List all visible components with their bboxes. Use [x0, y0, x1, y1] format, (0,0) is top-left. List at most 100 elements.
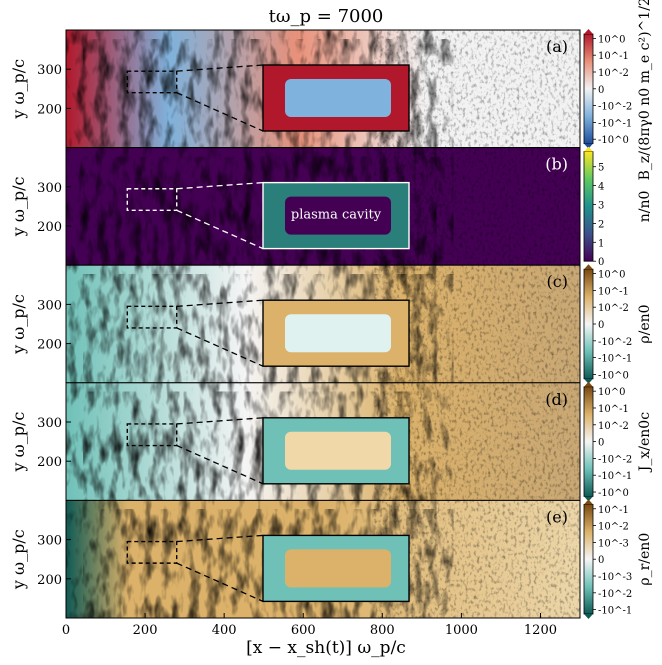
x-tick-label: 200 [133, 623, 158, 638]
zoom-connector-line [176, 444, 264, 485]
zoom-connector-line [176, 209, 264, 250]
colorbar-tick-label: 10^-1 [598, 51, 629, 62]
inset-frame [262, 534, 410, 603]
x-tick-label: 400 [212, 623, 237, 638]
colorbar [583, 151, 594, 262]
colorbar-tick-label: -10^0 [598, 488, 629, 499]
colorbar-tick-label: -10^0 [598, 135, 629, 146]
zoom-region-box [126, 305, 178, 329]
y-tick-label: 200 [37, 573, 62, 588]
colorbar [583, 33, 594, 144]
colorbar [583, 503, 594, 615]
figure-title: tω_p = 7000 [269, 6, 384, 27]
colorbar-tick-label: 4 [598, 182, 604, 193]
inset-cavity [285, 196, 391, 235]
x-axis: 0 200 400 600 800 1000 1200 [62, 613, 557, 638]
y-axis-label: y ω_p/c [9, 412, 28, 473]
colorbar-tick-label: 0 [598, 85, 604, 96]
inset-cavity [285, 431, 391, 470]
x-tick-label: 800 [370, 623, 395, 638]
inset-cavity [285, 314, 391, 353]
y-tick-label: 300 [37, 63, 62, 78]
colorbar-tick-label: -10^-3 [598, 572, 632, 583]
colorbar [583, 386, 594, 497]
y-tick-label: 200 [37, 338, 62, 353]
zoom-inset: plasma cavity [262, 181, 410, 250]
panel-d: (d) 300 200 y ω_p/c 10^0 10^-1 10^-2 0 -10^-2 -10… [9, 381, 653, 502]
y-axis-label: y ω_p/c [9, 294, 28, 355]
y-tick-label: 300 [37, 416, 62, 431]
panel-e: (e) 300 200 y ω_p/c 10^-1 10^-2 10^-3 0 -10^-3 -1… [9, 499, 653, 619]
colorbar-extend-top [584, 264, 593, 270]
inset-cavity [285, 549, 391, 588]
y-tick-label: 200 [37, 220, 62, 235]
x-tick-label: 1000 [445, 623, 478, 638]
colorbar-extend-top [584, 499, 593, 505]
colorbar-tick-label: -10^-1 [598, 606, 632, 617]
colorbar-label: B_z/(8πγ0 n0 m_e c²)^1/2 [637, 0, 653, 180]
colorbar-label: n/n0 [637, 191, 653, 223]
colorbar-tick-label: 10^-2 [598, 522, 629, 533]
colorbar-tick-label: -10^-2 [598, 102, 632, 113]
colorbar-tick-label: -10^-1 [598, 354, 632, 365]
colorbar-tick-label: 0 [598, 555, 604, 566]
zoom-inset [262, 299, 410, 367]
zoom-connector-line [176, 327, 264, 367]
colorbar-tick-label: 10^0 [598, 387, 625, 398]
colorbar-extend-top [584, 381, 593, 387]
colorbar-tick-label: 10^0 [598, 34, 625, 45]
zoom-region-box [126, 188, 178, 212]
colorbar-tick-label: 10^-1 [598, 505, 629, 516]
colorbar-tick-label: 10^-2 [598, 68, 629, 79]
zoom-region-box [126, 423, 178, 447]
zoom-connector-line [176, 299, 264, 308]
zoom-region-box [126, 540, 178, 564]
colorbar-extend-bottom [584, 496, 593, 502]
panel-b: plasma cavity (b) 300 200 y ω_p/c 5 4 3 2 1 0 n/n0 [9, 146, 653, 268]
colorbar-extend-bottom [584, 614, 593, 619]
colorbar-tick-label: 0 [598, 320, 604, 331]
inset-cavity [285, 79, 391, 117]
inset-frame [262, 299, 410, 367]
colorbar-tick-label: -10^-2 [598, 589, 632, 600]
colorbar-extend-top [584, 29, 593, 34]
zoom-connector-line [176, 417, 264, 425]
colorbar-tick-label: 10^-1 [598, 286, 629, 297]
x-tick-label: 0 [62, 623, 70, 638]
panel-label: (b) [545, 155, 568, 174]
zoom-connector-line [176, 64, 264, 72]
y-tick-label: 300 [37, 181, 62, 196]
colorbar-extend-top [584, 146, 593, 152]
zoom-connector-line [176, 562, 264, 602]
zoom-region-box [126, 70, 178, 94]
colorbar-tick-label: -10^-1 [598, 118, 632, 129]
inset-frame [262, 181, 410, 250]
y-tick-label: 200 [37, 102, 62, 117]
colorbar-tick-label: -10^-2 [598, 454, 632, 465]
panel-c: (c) 300 200 y ω_p/c 10^0 10^-1 10^-2 0 -10^-2 -10… [9, 264, 653, 384]
y-tick-label: 300 [37, 298, 62, 313]
colorbar-tick-label: 1 [598, 238, 604, 249]
colorbar-tick-label: 10^-2 [598, 303, 629, 314]
y-axis-label: y ω_p/c [9, 529, 28, 590]
panel-label: (d) [545, 390, 568, 409]
zoom-connector-line [176, 92, 264, 132]
y-tick-label: 200 [37, 455, 62, 470]
panel-label: (e) [546, 507, 568, 526]
panel-label: (a) [546, 37, 568, 56]
zoom-connector-line [176, 534, 264, 543]
y-tick-label: 300 [37, 534, 62, 549]
colorbar-tick-label: 10^0 [598, 270, 625, 281]
x-tick-label: 1200 [524, 623, 557, 638]
inset-frame [262, 417, 410, 485]
colorbar-extend-bottom [584, 378, 593, 384]
colorbar-label: ρ_r/en0 [637, 533, 653, 586]
zoom-inset [262, 417, 410, 485]
colorbar-tick-label: 10^-3 [598, 538, 629, 549]
panel-a: (a) 300 200 y ω_p/c 10^0 10^-1 10^-2 0 -10^-2 -10… [9, 0, 653, 180]
colorbar-tick-label: 0 [598, 257, 604, 268]
colorbar-tick-label: -10^0 [598, 370, 629, 381]
colorbar-tick-label: 2 [598, 219, 604, 230]
colorbar-extend-bottom [584, 143, 593, 149]
